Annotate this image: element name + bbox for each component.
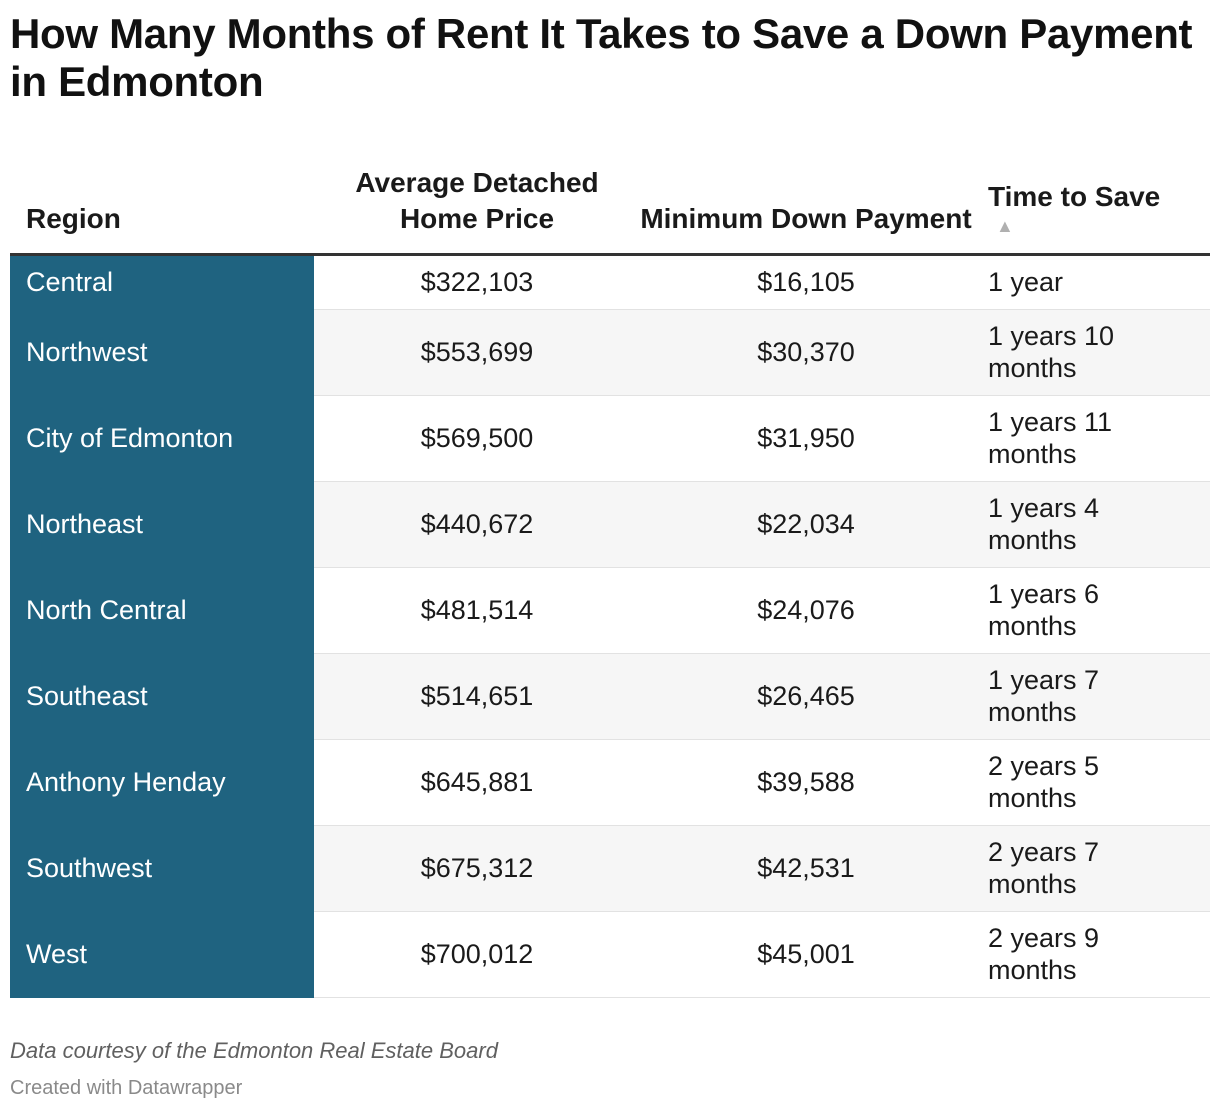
time-to-save-cell: 2 years 7 months bbox=[972, 825, 1210, 912]
table-row: West $700,012 $45,001 2 years 9 months bbox=[10, 911, 1210, 998]
page-title: How Many Months of Rent It Takes to Save… bbox=[10, 10, 1193, 105]
table-header: Region Average Detached Home Price Minim… bbox=[10, 162, 1210, 256]
region-cell: Northwest bbox=[10, 309, 314, 396]
home-price-cell: $322,103 bbox=[314, 254, 640, 310]
down-payment-cell: $45,001 bbox=[640, 911, 972, 998]
home-price-cell: $675,312 bbox=[314, 825, 640, 912]
column-header-label: Minimum Down Payment bbox=[640, 202, 972, 234]
table-row: Northeast $440,672 $22,034 1 years 4 months bbox=[10, 481, 1210, 568]
column-header-label: Time to Save bbox=[988, 180, 1161, 212]
time-to-save-cell: 1 years 11 months bbox=[972, 395, 1210, 482]
region-cell: Central bbox=[10, 254, 314, 310]
down-payment-cell: $30,370 bbox=[640, 309, 972, 396]
home-price-cell: $440,672 bbox=[314, 481, 640, 568]
region-cell: Northeast bbox=[10, 481, 314, 568]
home-price-cell: $569,500 bbox=[314, 395, 640, 482]
time-to-save-cell: 2 years 5 months bbox=[972, 739, 1210, 826]
column-header-region[interactable]: Region bbox=[10, 162, 314, 256]
data-table: Region Average Detached Home Price Minim… bbox=[10, 162, 1210, 998]
home-price-cell: $645,881 bbox=[314, 739, 640, 826]
source-note: Data courtesy of the Edmonton Real Estat… bbox=[10, 1038, 498, 1063]
region-cell: West bbox=[10, 911, 314, 998]
table-row: Southwest $675,312 $42,531 2 years 7 months bbox=[10, 825, 1210, 912]
time-to-save-cell: 1 years 6 months bbox=[972, 567, 1210, 654]
table-row: Anthony Henday $645,881 $39,588 2 years 5 m… bbox=[10, 739, 1210, 826]
down-payment-cell: $42,531 bbox=[640, 825, 972, 912]
region-cell: Southwest bbox=[10, 825, 314, 912]
column-header-home-price[interactable]: Average Detached Home Price bbox=[314, 162, 640, 256]
time-to-save-cell: 1 year bbox=[972, 254, 1210, 310]
home-price-cell: $553,699 bbox=[314, 309, 640, 396]
column-header-label: Region bbox=[26, 202, 121, 234]
down-payment-cell: $26,465 bbox=[640, 653, 972, 740]
home-price-cell: $481,514 bbox=[314, 567, 640, 654]
time-to-save-cell: 1 years 7 months bbox=[972, 653, 1210, 740]
region-cell: Southeast bbox=[10, 653, 314, 740]
table-row: Central $322,103 $16,105 1 year bbox=[10, 254, 1210, 310]
sort-ascending-icon[interactable]: ▲ bbox=[996, 215, 1014, 236]
time-to-save-cell: 1 years 10 months bbox=[972, 309, 1210, 396]
table-row: City of Edmonton $569,500 $31,950 1 years 1… bbox=[10, 395, 1210, 482]
table-row: Northwest $553,699 $30,370 1 years 10 month… bbox=[10, 309, 1210, 396]
home-price-cell: $514,651 bbox=[314, 653, 640, 740]
down-payment-cell: $39,588 bbox=[640, 739, 972, 826]
down-payment-cell: $24,076 bbox=[640, 567, 972, 654]
down-payment-cell: $31,950 bbox=[640, 395, 972, 482]
region-cell: City of Edmonton bbox=[10, 395, 314, 482]
column-header-down-payment[interactable]: Minimum Down Payment bbox=[640, 162, 972, 256]
time-to-save-cell: 1 years 4 months bbox=[972, 481, 1210, 568]
table-row: Southeast $514,651 $26,465 1 years 7 months bbox=[10, 653, 1210, 740]
column-header-time-to-save[interactable]: Time to Save ▲ bbox=[972, 162, 1210, 256]
region-cell: North Central bbox=[10, 567, 314, 654]
home-price-cell: $700,012 bbox=[314, 911, 640, 998]
column-header-label: Average Detached Home Price bbox=[355, 166, 599, 234]
down-payment-cell: $22,034 bbox=[640, 481, 972, 568]
table-body: Central $322,103 $16,105 1 year Northwest $55… bbox=[10, 254, 1210, 998]
down-payment-cell: $16,105 bbox=[640, 254, 972, 310]
table-row: North Central $481,514 $24,076 1 years 6 mo… bbox=[10, 567, 1210, 654]
time-to-save-cell: 2 years 9 months bbox=[972, 911, 1210, 998]
region-cell: Anthony Henday bbox=[10, 739, 314, 826]
credit-line: Created with Datawrapper bbox=[10, 1077, 243, 1099]
